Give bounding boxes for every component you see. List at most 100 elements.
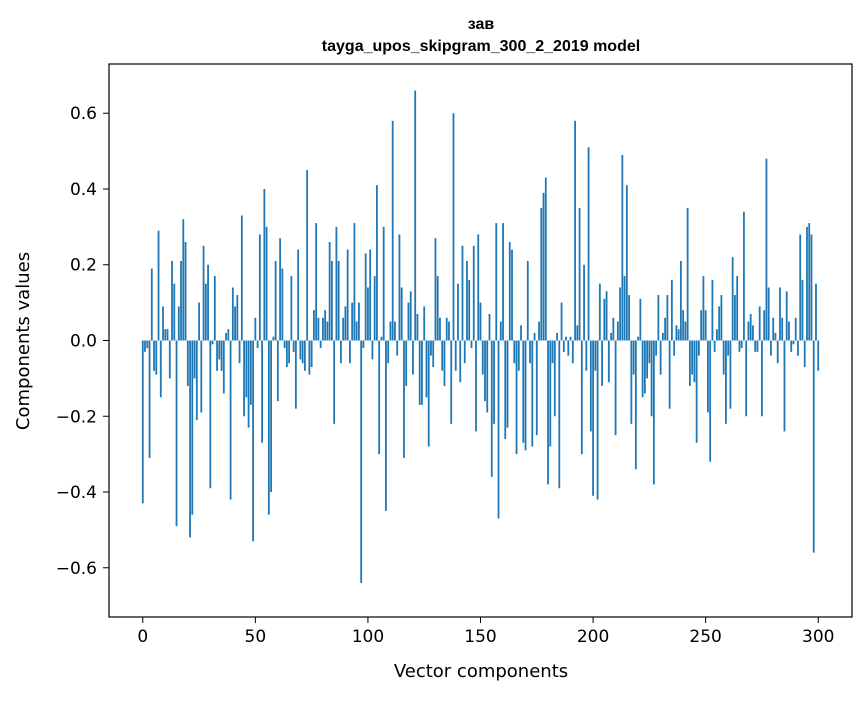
bar	[452, 113, 455, 341]
bar	[439, 317, 441, 341]
bar	[276, 340, 279, 402]
bar	[344, 306, 347, 341]
bar	[783, 340, 786, 432]
bar	[495, 223, 498, 341]
bar	[394, 321, 396, 341]
bar	[538, 321, 540, 341]
bar	[427, 340, 430, 447]
bar	[173, 283, 176, 341]
bar	[319, 340, 322, 349]
bar	[229, 340, 232, 500]
bar	[576, 325, 579, 341]
bar	[479, 302, 482, 341]
bar	[727, 340, 730, 356]
y-tick-label: −0.4	[56, 483, 97, 503]
bar	[247, 340, 250, 428]
bar	[159, 340, 162, 398]
bar	[497, 340, 500, 519]
bar	[346, 249, 349, 341]
bar	[587, 147, 590, 341]
bar	[634, 340, 637, 470]
bar	[659, 340, 662, 375]
bar	[412, 340, 414, 375]
bar	[560, 302, 563, 341]
bar	[740, 340, 743, 349]
x-tick-label: 100	[352, 627, 384, 647]
bar	[380, 336, 383, 341]
bar	[790, 340, 793, 352]
bar	[817, 340, 820, 371]
bar	[585, 340, 588, 371]
bar	[736, 276, 739, 341]
bar	[470, 340, 473, 349]
bar	[781, 317, 784, 341]
bar	[531, 340, 534, 447]
bar	[799, 234, 802, 341]
bar	[693, 340, 696, 383]
bar	[569, 336, 572, 341]
bar	[481, 340, 484, 375]
bar	[171, 260, 173, 341]
bar	[238, 340, 241, 364]
bar	[508, 242, 511, 341]
bar	[551, 340, 554, 364]
bar	[707, 340, 709, 413]
bar	[252, 340, 254, 542]
bar	[358, 302, 360, 341]
bar	[281, 268, 284, 341]
bar	[713, 340, 716, 352]
bar	[547, 340, 549, 485]
bar	[373, 276, 376, 341]
bar	[184, 242, 187, 341]
bar	[774, 332, 777, 341]
bar	[220, 340, 223, 371]
bar	[236, 295, 239, 341]
bar	[157, 230, 160, 341]
bar	[191, 340, 194, 515]
bar	[623, 276, 626, 341]
bar	[583, 264, 585, 341]
bar	[321, 317, 324, 341]
bar	[785, 291, 788, 341]
bar	[328, 242, 331, 341]
bar	[267, 340, 270, 515]
bar	[749, 313, 752, 341]
bar	[598, 283, 601, 341]
bar	[580, 340, 583, 455]
bar	[279, 238, 282, 341]
bar	[711, 279, 714, 341]
bar	[351, 302, 354, 341]
bar	[299, 340, 302, 360]
bar	[657, 295, 660, 341]
bar	[526, 260, 529, 341]
bar	[499, 321, 502, 341]
bar	[193, 340, 196, 379]
bar	[502, 223, 504, 341]
bar	[630, 340, 633, 424]
bar	[387, 340, 390, 364]
bar	[148, 340, 151, 458]
bar	[403, 340, 405, 458]
bar	[436, 276, 439, 341]
bar	[315, 223, 318, 341]
bar	[747, 321, 750, 341]
bar	[549, 340, 552, 447]
bar	[725, 340, 727, 424]
y-tick-label: 0.6	[70, 104, 97, 124]
bar	[207, 264, 209, 341]
bar	[565, 336, 567, 341]
bar	[540, 207, 543, 341]
bar	[421, 340, 423, 405]
bar	[529, 340, 531, 364]
bar	[652, 340, 655, 485]
bar	[788, 321, 790, 341]
bar	[477, 234, 480, 341]
bar	[574, 120, 576, 341]
y-tick-label: 0.2	[70, 256, 97, 276]
bar	[567, 340, 570, 356]
bar	[272, 336, 275, 341]
bar	[463, 340, 466, 364]
bar	[772, 317, 775, 341]
bar	[466, 260, 468, 341]
bar	[270, 340, 273, 493]
